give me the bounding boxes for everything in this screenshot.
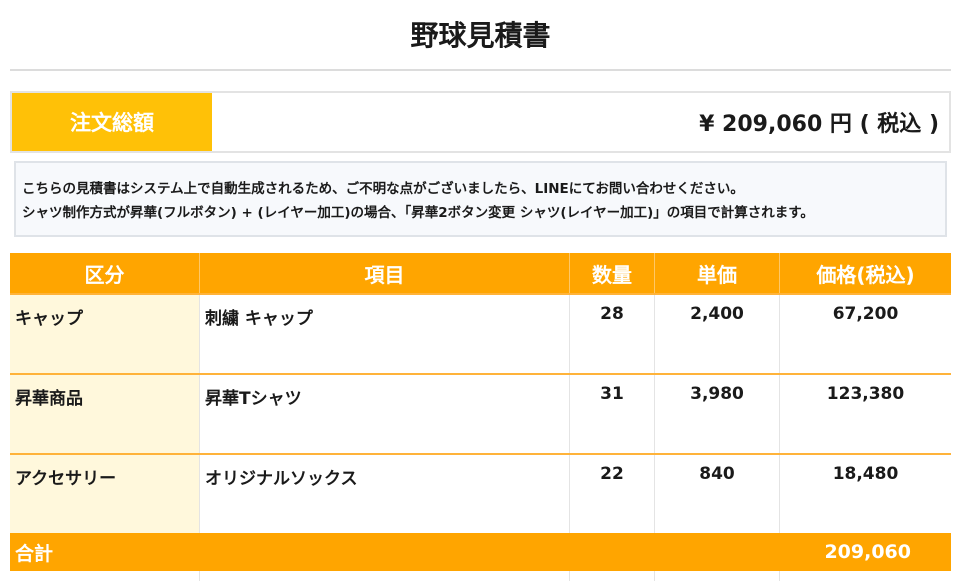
cell-item: 刺繍 キャップ xyxy=(200,295,570,373)
cell-item: オリジナルソックス xyxy=(200,455,570,533)
table-tail-row xyxy=(10,571,951,581)
cell-category: 昇華商品 xyxy=(10,375,200,453)
cell-unit-price: 840 xyxy=(655,455,780,533)
header-category: 区分 xyxy=(10,253,200,293)
table-row: 昇華商品 昇華Tシャツ 31 3,980 123,380 xyxy=(10,373,951,453)
cell-price: 123,380 xyxy=(826,384,905,404)
sum-label: 合計 xyxy=(15,542,54,565)
header-quantity: 数量 xyxy=(570,253,655,293)
cell-category: アクセサリー xyxy=(10,455,200,533)
header-unit-price: 単価 xyxy=(655,253,780,293)
tail-cell xyxy=(570,571,655,581)
cell-price: 67,200 xyxy=(832,304,899,324)
tail-cell xyxy=(10,571,200,581)
order-total-label: 注文総額 xyxy=(12,93,212,151)
cell-item: 昇華Tシャツ xyxy=(200,375,570,453)
cell-unit-price: 3,980 xyxy=(655,375,780,453)
tail-cell xyxy=(780,571,951,581)
cell-quantity: 22 xyxy=(570,455,655,533)
table-row: キャップ 刺繍 キャップ 28 2,400 67,200 xyxy=(10,293,951,373)
table-row: アクセサリー オリジナルソックス 22 840 18,480 xyxy=(10,453,951,533)
tail-cell xyxy=(655,571,780,581)
cell-unit-price: 2,400 xyxy=(655,295,780,373)
notice-box: こちらの見積書はシステム上で自動生成されるため、ご不明な点がございましたら、LI… xyxy=(14,161,947,237)
table-header: 区分 項目 数量 単価 価格(税込) xyxy=(10,253,951,293)
order-total-value: ¥ 209,060 円 ( 税込 ) xyxy=(699,112,939,137)
cell-category: キャップ xyxy=(10,295,200,373)
cell-quantity: 31 xyxy=(570,375,655,453)
notice-line-1: こちらの見積書はシステム上で自動生成されるため、ご不明な点がございましたら、LI… xyxy=(22,181,744,197)
notice-line-2: シャツ制作方式が昇華(フルボタン) + (レイヤー加工)の場合、「昇華2ボタン変… xyxy=(22,205,814,221)
header-price: 価格(税込) xyxy=(816,262,915,287)
table-sum-row: 合計 209,060 xyxy=(10,533,951,571)
order-total-box: 注文総額 ¥ 209,060 円 ( 税込 ) xyxy=(10,91,951,153)
page-title: 野球見積書 xyxy=(410,19,551,52)
cell-quantity: 28 xyxy=(570,295,655,373)
tail-cell xyxy=(200,571,570,581)
sum-value: 209,060 xyxy=(824,541,911,563)
header-item: 項目 xyxy=(200,253,570,293)
cell-price: 18,480 xyxy=(832,464,899,484)
title-divider xyxy=(10,69,951,71)
estimate-table: 区分 項目 数量 単価 価格(税込) キャップ 刺繍 キャップ 28 2,400… xyxy=(10,253,951,581)
